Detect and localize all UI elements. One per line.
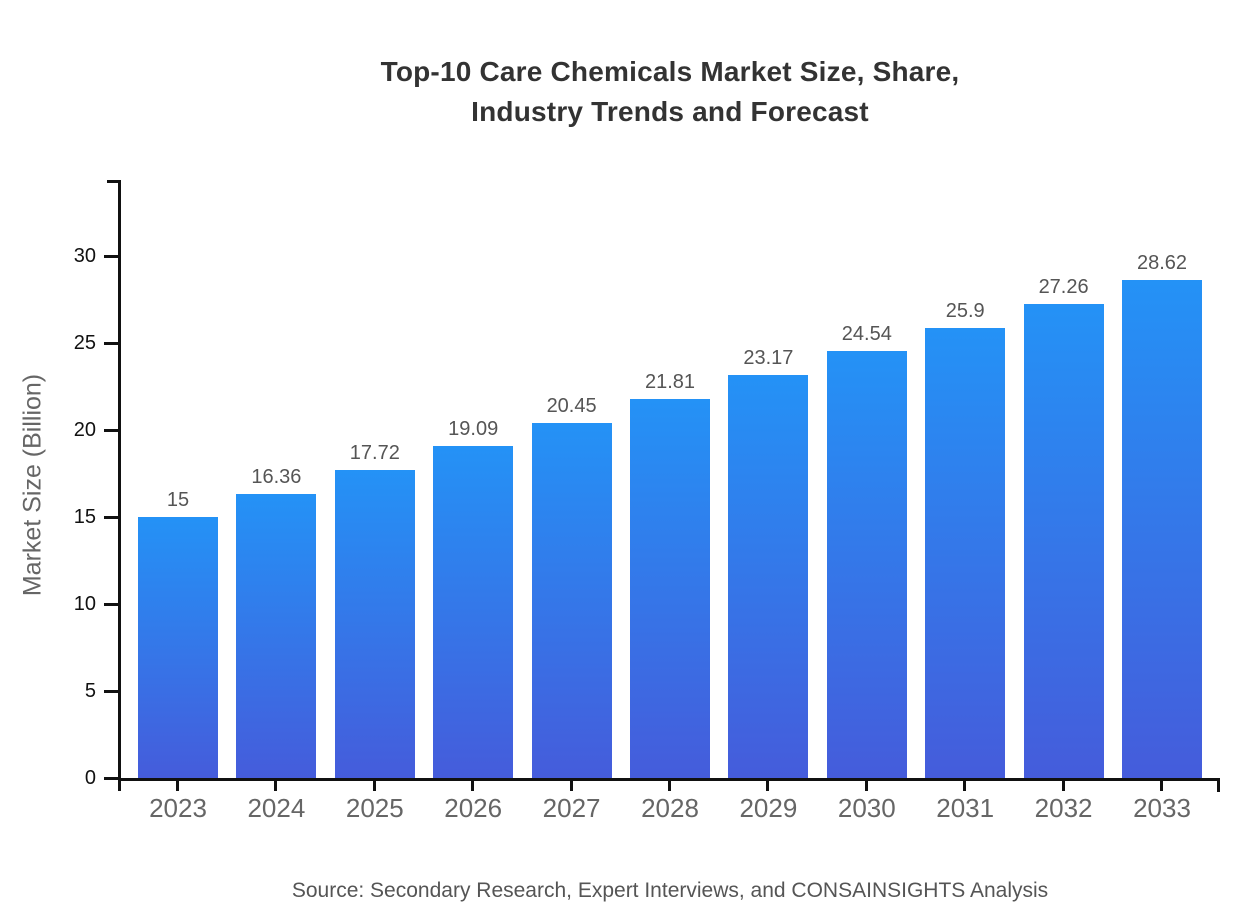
y-axis-tick-label: 15 <box>73 506 96 529</box>
y-axis-tick <box>104 255 118 259</box>
y-axis-tick <box>104 342 118 346</box>
bar-value-label: 17.72 <box>349 441 400 464</box>
bar-value-label: 24.54 <box>841 323 892 346</box>
y-axis-tick-label: 5 <box>84 680 96 703</box>
bar <box>1122 280 1202 778</box>
bar-value-label: 20.45 <box>546 394 597 417</box>
bar-chart-plot-area: 0 5 10 15 20 25 30 15 2023 16.36 2024 17.72 2025 19.0… <box>74 180 1220 823</box>
x-axis-tick <box>963 778 967 791</box>
chart-title-line2: Industry Trends and Forecast <box>471 96 869 127</box>
bar <box>433 446 514 778</box>
bar <box>334 469 415 778</box>
x-axis-tick <box>1160 778 1163 791</box>
bar-value-label: 16.36 <box>251 465 302 488</box>
x-axis-tick-label: 2026 <box>444 793 503 823</box>
x-axis-tick <box>372 778 376 791</box>
x-axis-tick <box>766 778 770 791</box>
y-axis-tick-label: 25 <box>73 332 96 355</box>
x-axis-tick-label: 2030 <box>837 793 896 823</box>
bar-value-label: 28.62 <box>1136 252 1188 275</box>
x-axis-tick-label: 2025 <box>345 793 404 823</box>
bar <box>1023 304 1104 778</box>
chart-title: Top-10 Care Chemicals Market Size, Share… <box>120 52 1220 132</box>
y-axis-tick <box>104 516 118 520</box>
bar-value-label: 21.81 <box>644 370 696 393</box>
x-axis-end-cap <box>1217 778 1220 792</box>
y-axis-tick <box>104 429 118 433</box>
bar <box>826 351 907 778</box>
x-axis-tick-label: 2032 <box>1034 793 1093 823</box>
y-axis-title: Market Size (Billion) <box>18 373 47 597</box>
y-axis-tick-label: 30 <box>73 245 96 268</box>
y-axis-line <box>118 180 121 791</box>
x-axis-tick-label: 2024 <box>247 793 306 823</box>
y-axis-tick <box>104 777 118 780</box>
bar-value-label: 23.17 <box>743 347 794 370</box>
x-axis-tick-label: 2028 <box>641 793 699 823</box>
chart-title-line1: Top-10 Care Chemicals Market Size, Share… <box>380 56 960 87</box>
bar <box>138 517 218 778</box>
y-axis-tick-label: 10 <box>73 593 96 616</box>
x-axis-tick <box>1061 778 1065 791</box>
x-axis-tick <box>471 778 475 791</box>
x-axis-tick <box>274 778 278 791</box>
source-caption: Source: Secondary Research, Expert Inter… <box>291 879 1049 902</box>
x-axis-tick-label: 2027 <box>542 793 601 823</box>
x-axis-tick-label: 2023 <box>149 793 207 823</box>
x-axis-tick <box>569 778 573 791</box>
bar <box>236 493 317 778</box>
bar-value-label: 15 <box>166 489 190 512</box>
bar-value-label: 25.9 <box>945 299 985 322</box>
x-axis-tick-label: 2029 <box>739 793 798 823</box>
y-axis-tick-label: 20 <box>73 419 96 442</box>
y-axis-tick <box>104 603 118 607</box>
x-axis-tick <box>176 778 179 791</box>
bar <box>531 422 612 778</box>
bar <box>630 398 710 778</box>
x-axis-tick-label: 2033 <box>1133 793 1191 823</box>
bar-value-label: 27.26 <box>1038 276 1089 299</box>
x-axis-tick-label: 2031 <box>936 793 995 823</box>
bar <box>925 327 1006 778</box>
bar-value-label: 19.09 <box>448 418 499 441</box>
x-axis-tick <box>864 778 868 791</box>
y-axis-tick <box>104 690 118 694</box>
y-axis-tick-label: 0 <box>84 767 96 789</box>
bar <box>728 375 809 778</box>
y-axis-end-cap <box>107 180 118 183</box>
x-axis-tick <box>668 778 671 791</box>
